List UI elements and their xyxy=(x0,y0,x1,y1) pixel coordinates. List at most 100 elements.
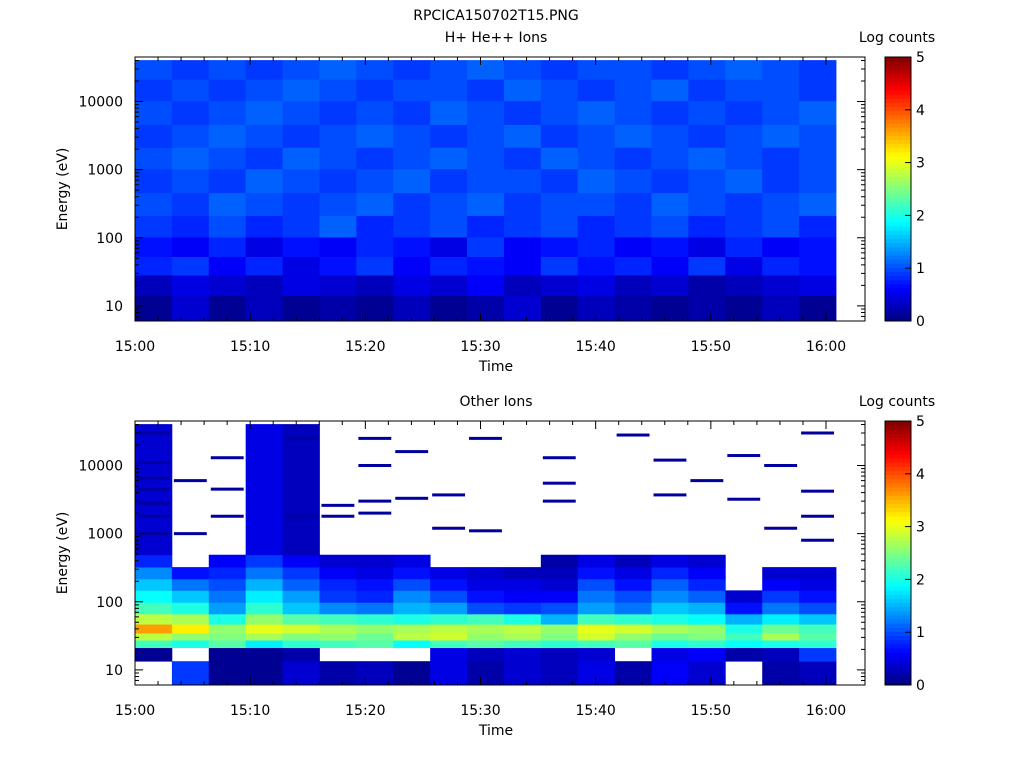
colorbar-swatch xyxy=(885,267,911,273)
heatmap-cell xyxy=(171,661,210,686)
heatmap-cell xyxy=(430,633,468,641)
heatmap-cell xyxy=(135,147,173,170)
heatmap-cell xyxy=(651,661,689,686)
heatmap-cell xyxy=(577,647,616,662)
heatmap-cell xyxy=(282,424,320,556)
heatmap-cell xyxy=(430,147,468,170)
heatmap-cell xyxy=(651,256,689,276)
heatmap-cell xyxy=(245,640,283,649)
heatmap-cell xyxy=(762,256,800,276)
colorbar-swatch xyxy=(885,279,911,285)
heatmap-cell xyxy=(356,590,394,603)
colorbar-tick-label: 2 xyxy=(916,572,925,588)
heatmap-cell xyxy=(799,624,837,634)
colorbar-tick-label: 1 xyxy=(916,625,925,641)
heatmap-cell xyxy=(208,215,247,238)
heatmap-cell xyxy=(135,567,173,580)
heatmap-cell xyxy=(727,454,761,458)
heatmap-cell xyxy=(542,456,576,460)
heatmap-cell xyxy=(651,237,689,257)
heatmap-cell xyxy=(801,431,834,435)
heatmap-cell xyxy=(725,168,763,194)
heatmap-cell xyxy=(762,100,800,125)
colorbar-swatch xyxy=(885,77,911,83)
colorbar-tick-label: 1 xyxy=(916,261,925,277)
x-tick-label: 15:00 xyxy=(115,703,155,719)
colorbar-swatch xyxy=(885,131,911,136)
heatmap-cell xyxy=(762,602,800,615)
heatmap-cell xyxy=(799,633,837,641)
heatmap-cell xyxy=(467,215,505,238)
heatmap-cell xyxy=(688,647,726,662)
colorbar: 0 1 2 3 4 5 xyxy=(884,50,925,330)
heatmap-cell xyxy=(540,256,579,276)
heatmap-cell xyxy=(208,192,247,216)
heatmap-cell xyxy=(762,640,800,649)
heatmap-cell xyxy=(616,433,650,437)
heatmap-cell xyxy=(577,633,616,641)
heatmap-cell xyxy=(135,215,173,238)
heatmap-cell xyxy=(393,578,431,591)
heatmap-cell xyxy=(577,295,616,322)
heatmap-cell xyxy=(356,237,394,257)
heatmap-cell xyxy=(725,624,763,634)
heatmap-cell xyxy=(393,256,431,276)
heatmap-cell xyxy=(356,275,394,297)
heatmap-cell xyxy=(319,554,357,568)
heatmap-cell xyxy=(245,578,283,591)
heatmap-cell xyxy=(727,497,761,501)
x-tick-label: 15:10 xyxy=(230,703,270,719)
heatmap-cell xyxy=(467,60,505,80)
heatmap-cell xyxy=(503,100,542,125)
heatmap-cell xyxy=(245,215,283,238)
x-tick-label: 15:30 xyxy=(460,703,500,719)
heatmap-cell xyxy=(799,215,837,238)
heatmap-cell xyxy=(764,464,798,467)
colorbar-swatch xyxy=(885,308,911,314)
heatmap-cell xyxy=(577,237,616,257)
heatmap-cell xyxy=(651,590,689,603)
heatmap-cell xyxy=(245,661,283,686)
heatmap-cell xyxy=(358,436,392,440)
colorbar-swatch xyxy=(885,606,911,612)
x-axis-label: Time xyxy=(478,359,513,375)
heatmap-cell xyxy=(171,100,210,125)
heatmap-cell xyxy=(651,567,689,580)
heatmap-cell xyxy=(725,100,763,125)
colorbar-swatch xyxy=(885,445,911,451)
heatmap-cell xyxy=(799,590,837,603)
heatmap-cell xyxy=(319,590,357,603)
heatmap-cell xyxy=(135,79,173,102)
heatmap-cell xyxy=(467,633,505,641)
heatmap-cell xyxy=(503,60,542,80)
heatmap-cell xyxy=(688,602,726,615)
heatmap-cell xyxy=(762,590,800,603)
heatmap-cell xyxy=(467,168,505,194)
heatmap-cell xyxy=(801,538,834,542)
heatmap-cell xyxy=(762,237,800,257)
heatmap-cell xyxy=(430,661,468,686)
colorbar-swatch xyxy=(885,652,911,657)
figure-title: RPCICA150702T15.PNG xyxy=(413,8,578,24)
heatmap-cell xyxy=(467,602,505,615)
heatmap-cell xyxy=(503,237,542,257)
heatmap-cell xyxy=(245,613,283,625)
heatmap-cell xyxy=(319,124,357,148)
heatmap-cell xyxy=(614,633,652,641)
heatmap-cell xyxy=(688,147,726,170)
heatmap-cell xyxy=(688,624,726,634)
heatmap-cell xyxy=(799,613,837,625)
heatmap-cell xyxy=(319,640,357,649)
heatmap-cell xyxy=(725,60,763,80)
colorbar-swatch xyxy=(885,511,911,517)
heatmap-cell xyxy=(688,256,726,276)
heatmap-cell xyxy=(577,147,616,170)
heatmap-cell xyxy=(430,124,468,148)
colorbar-swatch xyxy=(885,631,911,637)
heatmap-cell xyxy=(725,647,763,662)
heatmap-cell xyxy=(725,147,763,170)
heatmap-cell xyxy=(137,487,170,491)
heatmap-cell xyxy=(614,215,652,238)
heatmap-cell xyxy=(467,590,505,603)
heatmap-cell xyxy=(540,640,579,649)
